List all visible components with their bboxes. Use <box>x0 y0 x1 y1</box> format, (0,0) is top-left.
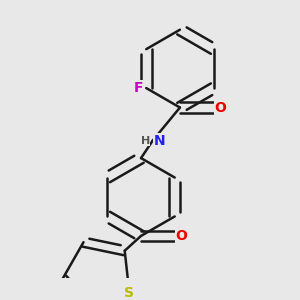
Text: N: N <box>154 134 165 148</box>
Text: S: S <box>124 286 134 299</box>
Text: H: H <box>141 136 150 146</box>
Text: O: O <box>176 229 188 243</box>
Text: F: F <box>134 81 143 95</box>
Text: O: O <box>214 100 226 115</box>
